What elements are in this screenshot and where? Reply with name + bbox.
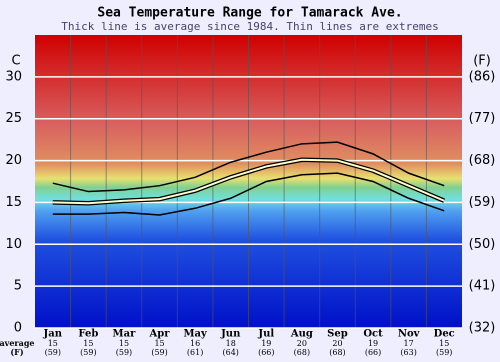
y2-tick-label: (86) [469,69,496,84]
average-f-label: (63) [400,348,416,357]
y-tick-label: 20 [5,153,22,168]
average-f-label: (68) [329,348,345,357]
x-tick-label: Jul [257,329,274,340]
average-c-label: 15 [439,339,449,348]
average-f-label: (68) [294,348,310,357]
y2-tick-label: (50) [469,237,496,252]
y-tick-label: 25 [5,111,22,126]
x-tick-label: Sep [327,329,348,340]
y-tick-label: 30 [5,69,22,84]
chart-subtitle: Thick line is average since 1984. Thin l… [61,20,439,33]
x-tick-label: Dec [434,329,455,340]
y2-tick-label: (77) [469,111,496,126]
average-c-label: 20 [297,339,307,348]
series-line [52,172,445,216]
x-tick-label: Jan [43,329,63,340]
average-c-label: 18 [226,339,236,348]
average-c-label: 15 [83,339,93,348]
y-axis-label: C [11,54,20,69]
average-f-label: (66) [258,348,274,357]
x-tick-label: Aug [290,329,313,340]
y-tick-label: 10 [5,237,22,252]
average-c-label: 19 [261,339,271,348]
average-f-label: (59) [116,348,132,357]
average-c-label: 15 [48,339,58,348]
x-tick-label: May [183,329,208,340]
x-tick-label: Nov [398,329,421,340]
y2-tick-label: (41) [469,279,496,294]
average-label: average [0,338,35,348]
average-unit-label: (F) [10,347,23,357]
chart-title: Sea Temperature Range for Tamarack Ave. [97,6,402,21]
y2-tick-label: (32) [469,321,496,336]
x-tick-label: Jun [220,329,241,340]
x-tick-label: Feb [78,329,98,340]
x-tick-label: Apr [149,329,171,340]
average-c-label: 17 [404,339,414,348]
average-c-label: 16 [190,339,200,348]
y2-tick-label: (68) [469,153,496,168]
x-tick-label: Mar [113,329,137,340]
average-f-label: (61) [187,348,203,357]
y-tick-label: 5 [14,279,22,294]
average-c-label: 20 [332,339,342,348]
series-line [52,158,445,205]
average-f-label: (66) [365,348,381,357]
average-c-label: 15 [154,339,164,348]
y2-tick-label: (59) [469,195,496,210]
y-tick-label: 15 [5,195,22,210]
x-tick-label: Oct [363,329,383,340]
average-f-label: (59) [151,348,167,357]
average-f-label: (59) [45,348,61,357]
average-f-label: (59) [80,348,96,357]
average-c-label: 15 [119,339,129,348]
average-c-label: 19 [368,339,378,348]
average-f-label: (64) [222,348,238,357]
average-f-label: (59) [436,348,452,357]
y-tick-label: 0 [14,321,22,336]
series-line [52,141,445,193]
y2-axis-label: (F) [473,54,491,69]
